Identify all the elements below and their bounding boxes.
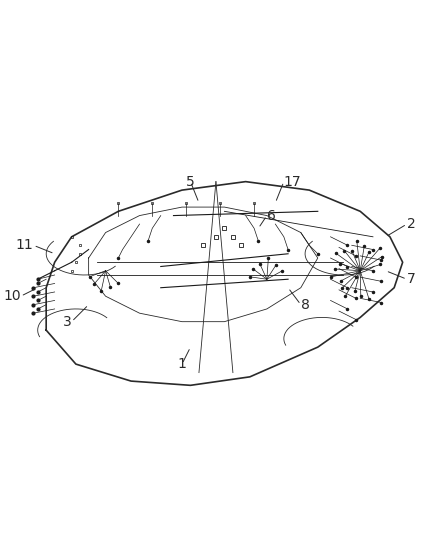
- Text: 11: 11: [16, 238, 33, 252]
- Text: 17: 17: [284, 175, 301, 189]
- Text: 7: 7: [407, 272, 416, 286]
- Text: 6: 6: [267, 208, 276, 223]
- Text: 10: 10: [3, 289, 21, 303]
- Text: 3: 3: [63, 314, 72, 329]
- Text: 1: 1: [177, 357, 187, 371]
- Text: 8: 8: [301, 298, 310, 312]
- Text: 5: 5: [186, 175, 195, 189]
- Text: 2: 2: [407, 217, 416, 231]
